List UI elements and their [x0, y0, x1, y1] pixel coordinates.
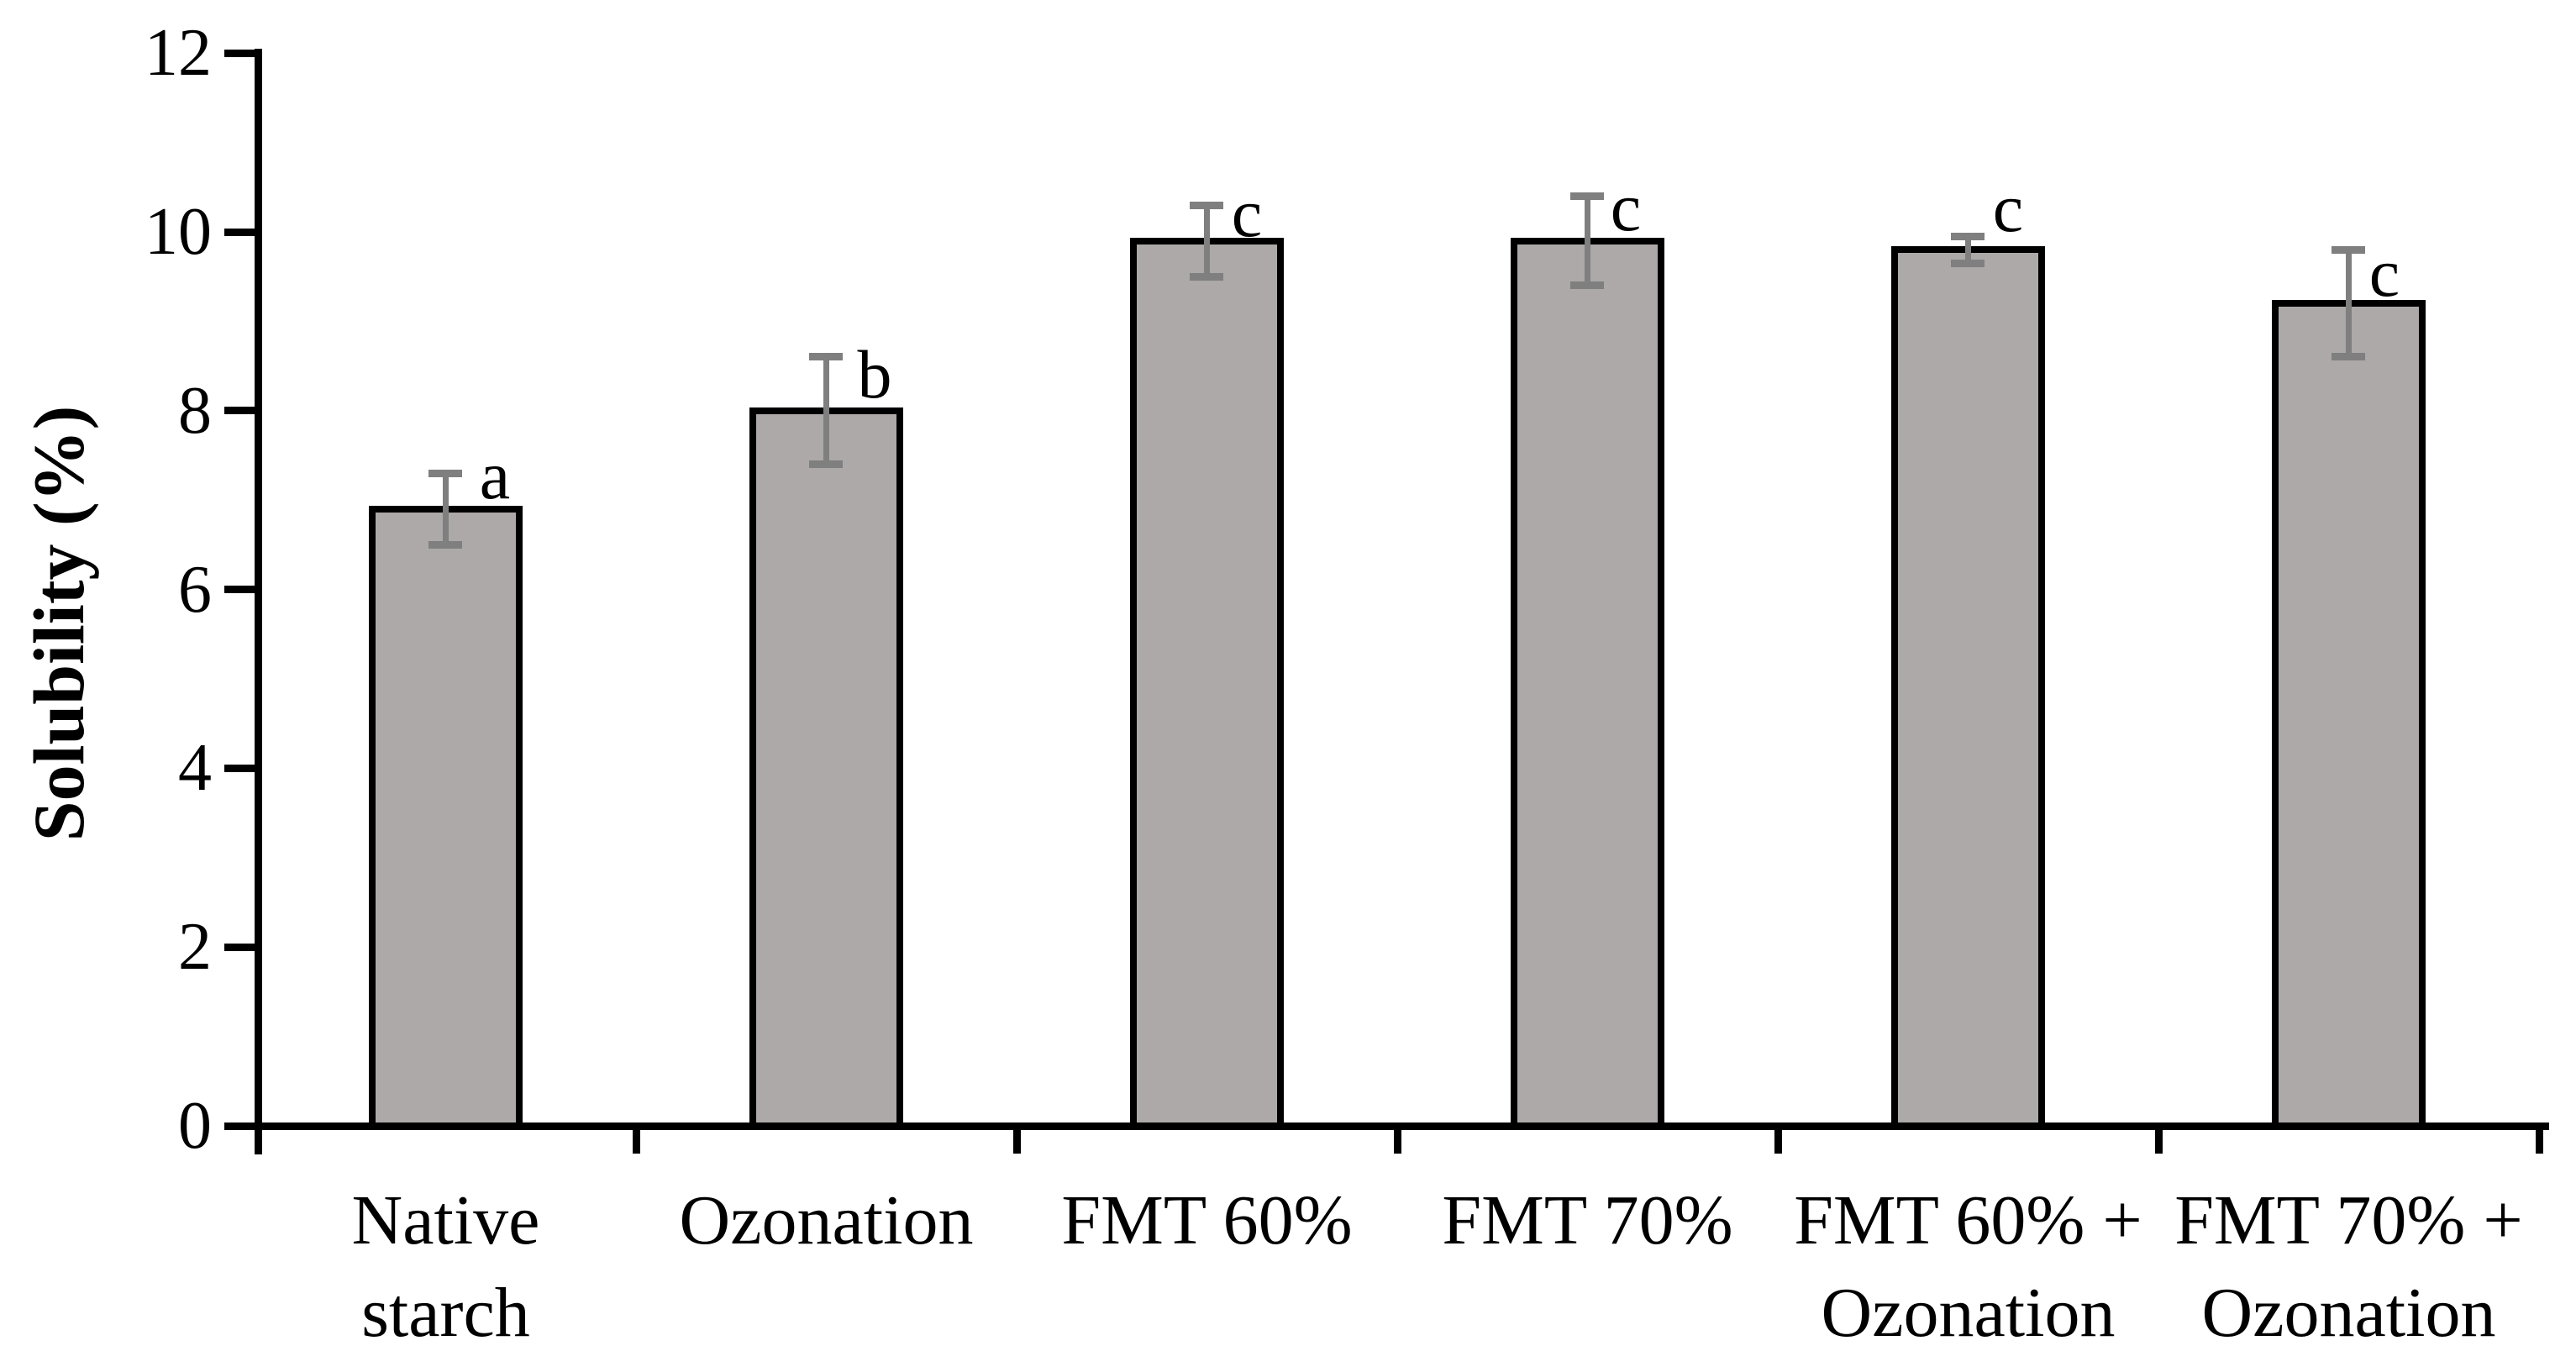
significance-letter: c: [1992, 170, 2024, 246]
error-bar-cap-top: [428, 470, 462, 477]
significance-letter: c: [1231, 175, 1263, 251]
significance-letter: b: [857, 336, 892, 413]
y-tick: [224, 229, 262, 236]
x-category-label-line: Ozonation: [2201, 1274, 2496, 1352]
x-category-label: FMT 60% + Ozonation: [1778, 1175, 2158, 1359]
y-axis-line: [255, 49, 262, 1154]
error-bar-cap-top: [2332, 246, 2365, 254]
x-category-label: Native starch: [255, 1175, 636, 1359]
y-tick-label: 8: [178, 374, 212, 448]
y-tick: [224, 407, 262, 414]
error-bar-cap-bottom: [2332, 353, 2365, 360]
y-tick-label: 10: [145, 195, 212, 269]
error-bar-cap-bottom: [428, 541, 462, 549]
significance-letter: c: [1610, 169, 1642, 245]
bar-fmt-70-: [1511, 238, 1664, 1129]
x-tick: [1394, 1130, 1401, 1154]
error-bar-line: [443, 473, 449, 544]
y-tick: [224, 586, 262, 593]
significance-letter: a: [479, 437, 511, 513]
error-bar-cap-top: [1951, 233, 1985, 240]
y-tick: [224, 765, 262, 772]
y-tick: [224, 50, 262, 57]
x-category-label-line: starch: [361, 1274, 530, 1352]
error-bar-cap-bottom: [1951, 260, 1985, 267]
error-bar-cap-top: [1570, 192, 1604, 200]
bar-ozonation: [749, 407, 903, 1129]
x-category-label-line: Native: [351, 1181, 540, 1259]
error-bar-cap-bottom: [1570, 281, 1604, 289]
x-category-label: Ozonation: [636, 1175, 1017, 1267]
significance-letter: c: [2368, 234, 2400, 311]
x-category-label: FMT 60%: [1017, 1175, 1397, 1267]
error-bar-line: [1204, 205, 1210, 276]
error-bar-cap-bottom: [1190, 273, 1223, 281]
x-tick: [2155, 1130, 2163, 1154]
y-tick: [224, 944, 262, 951]
x-tick: [2536, 1130, 2543, 1154]
y-tick-label: 0: [178, 1089, 212, 1163]
y-tick-label: 6: [178, 553, 212, 627]
x-category-label-line: FMT 70% +: [2174, 1181, 2523, 1259]
bar-fmt-70-ozonation: [2272, 300, 2426, 1129]
error-bar-cap-bottom: [809, 460, 843, 468]
x-category-label: FMT 70%: [1397, 1175, 1778, 1267]
error-bar-line: [823, 357, 829, 465]
x-category-label: FMT 70% + Ozonation: [2158, 1175, 2539, 1359]
error-bar-line: [1965, 236, 1971, 263]
bar-fmt-60-ozonation: [1891, 246, 2045, 1129]
bar-fmt-60-: [1130, 238, 1284, 1129]
x-tick: [1774, 1130, 1782, 1154]
x-category-label-line: FMT 70%: [1442, 1181, 1733, 1259]
y-tick-label: 2: [178, 910, 212, 984]
error-bar-line: [1585, 196, 1590, 285]
error-bar-cap-top: [809, 353, 843, 360]
x-category-label-line: Ozonation: [1821, 1274, 2116, 1352]
x-category-label-line: FMT 60%: [1061, 1181, 1353, 1259]
x-tick: [1013, 1130, 1021, 1154]
x-tick: [633, 1130, 640, 1154]
x-category-label-line: FMT 60% +: [1794, 1181, 2142, 1259]
bar-native-starch: [369, 506, 523, 1129]
error-bar-line: [2346, 250, 2352, 357]
x-category-label-line: Ozonation: [679, 1181, 974, 1259]
y-tick: [224, 1123, 262, 1130]
y-tick-label: 4: [178, 731, 212, 805]
x-axis-line: [255, 1123, 2549, 1130]
error-bar-cap-top: [1190, 202, 1223, 209]
y-tick-label: 12: [145, 16, 212, 90]
